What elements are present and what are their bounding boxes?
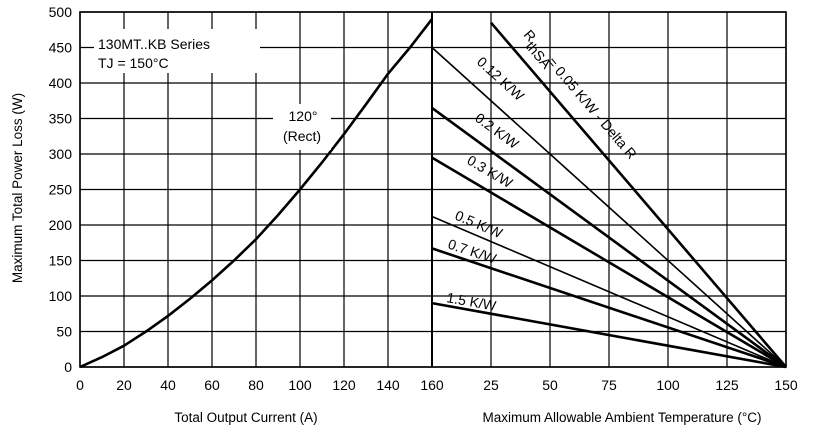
x-tick-label: 140 [376, 377, 400, 393]
series-title: 130MT..KB Series [98, 36, 210, 52]
y-tick-label: 200 [49, 217, 73, 233]
x-tick-label: 120 [332, 377, 356, 393]
x-tick-label: 100 [288, 377, 312, 393]
x-tick-labels-current: 0 20 40 60 80 100 120 140 160 [76, 377, 444, 393]
x-tick-label: 80 [248, 377, 264, 393]
x-axis-title-left: Total Output Current (A) [174, 410, 317, 425]
curve-label-bg [273, 104, 331, 150]
x-axis-title-right: Maximum Allowable Ambient Temperature (°… [482, 410, 761, 425]
thermal-resistance-labels: 0.12 K/W0.2 K/W0.3 K/W0.5 K/W0.7 K/W1.5 … [445, 27, 640, 314]
series-line-0-5-k-w [431, 215, 787, 368]
tj-label: TJ = 150°C [98, 55, 169, 71]
series-line-0-05-k-w-delta-r [490, 21, 787, 368]
x-tick-label: 75 [601, 377, 617, 393]
y-tick-label: 350 [49, 111, 73, 127]
x-tick-label: 100 [656, 377, 680, 393]
y-tick-label: 400 [49, 75, 73, 91]
y-tick-label: 100 [49, 288, 73, 304]
rthsa-value: = 0.05 K/W - Delta R [544, 54, 640, 162]
series-line-0-3-k-w [431, 156, 787, 369]
y-tick-labels: 0 50 100 150 200 250 300 350 400 450 500 [49, 4, 73, 375]
y-axis-title: Maximum Total Power Loss (W) [10, 93, 25, 283]
x-tick-label: 125 [715, 377, 739, 393]
curve-label-angle: 120° [289, 108, 318, 124]
grid [79, 11, 787, 368]
y-tick-label: 50 [56, 324, 72, 340]
x-tick-label: 50 [542, 377, 558, 393]
series-line-0-7-k-w [431, 247, 787, 369]
series-box-bg [94, 29, 260, 73]
x-tick-labels-temperature: 25 50 75 100 125 150 [483, 377, 798, 393]
series-label: 0.12 K/W [474, 53, 528, 104]
x-tick-label: 160 [420, 377, 444, 393]
series-line-1-5-k-w [431, 301, 787, 369]
series-line-0-12-k-w [431, 46, 787, 368]
series-line-0-2-k-w [431, 106, 787, 369]
y-tick-label: 300 [49, 146, 73, 162]
y-tick-label: 450 [49, 40, 73, 56]
y-tick-label: 500 [49, 4, 73, 20]
curve-label-type: (Rect) [283, 128, 321, 144]
x-tick-label: 25 [483, 377, 499, 393]
series-label: 0.3 K/W [464, 152, 516, 192]
x-tick-label: 150 [774, 377, 798, 393]
data-series [79, 18, 787, 369]
y-tick-label: 250 [49, 182, 73, 198]
x-tick-label: 40 [160, 377, 176, 393]
x-tick-label: 20 [116, 377, 132, 393]
y-tick-label: 150 [49, 253, 73, 269]
series-label: 0.2 K/W [472, 110, 522, 153]
x-tick-label: 60 [204, 377, 220, 393]
x-tick-label: 0 [76, 377, 84, 393]
y-tick-label: 0 [64, 359, 72, 375]
series-line-120-rect [79, 18, 434, 369]
